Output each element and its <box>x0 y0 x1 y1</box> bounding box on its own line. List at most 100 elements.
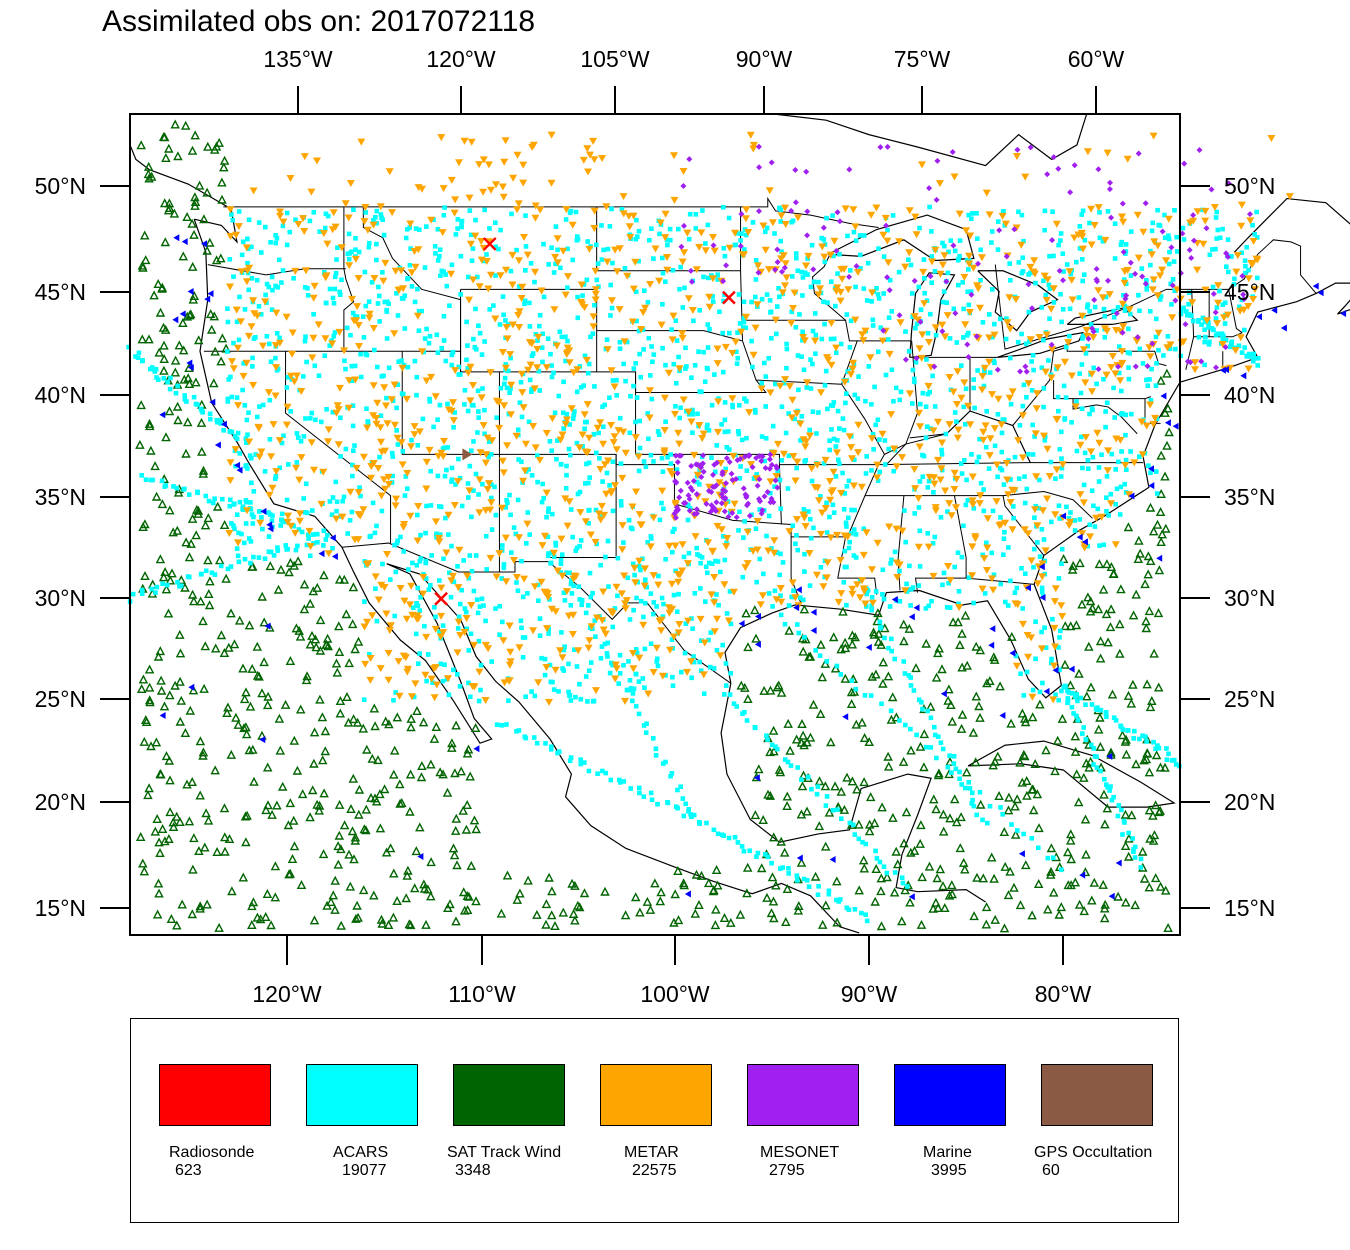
acars-marker <box>403 235 409 241</box>
acars-marker <box>1056 503 1062 508</box>
acars-marker <box>665 242 670 248</box>
sat-track-wind-marker <box>1163 403 1173 413</box>
sat-track-wind-marker <box>406 713 416 723</box>
acars-marker <box>788 763 794 768</box>
sat-track-wind-marker <box>769 832 779 842</box>
sat-track-wind-marker <box>1033 879 1044 888</box>
metar-marker <box>354 511 363 519</box>
acars-marker <box>959 554 965 560</box>
acars-marker <box>1056 242 1061 248</box>
metar-marker <box>1047 374 1056 382</box>
acars-marker <box>722 429 728 435</box>
acars-marker <box>1105 209 1111 214</box>
acars-marker <box>545 509 551 515</box>
acars-marker <box>777 294 782 300</box>
metar-marker <box>931 324 940 332</box>
acars-marker <box>1174 234 1179 240</box>
sat-track-wind-marker <box>205 576 215 586</box>
metar-marker <box>610 433 619 441</box>
sat-track-wind-marker <box>320 726 331 736</box>
metar-marker <box>649 669 658 676</box>
metar-marker <box>993 461 1001 469</box>
acars-marker <box>873 589 879 594</box>
metar-marker <box>859 551 868 559</box>
acars-marker <box>1059 688 1064 694</box>
acars-marker <box>724 611 730 616</box>
metar-marker <box>249 297 258 305</box>
acars-marker <box>891 399 896 404</box>
acars-marker <box>1104 474 1110 479</box>
acars-marker <box>740 711 745 716</box>
sat-track-wind-marker <box>296 880 307 889</box>
sat-track-wind-marker <box>314 805 324 815</box>
metar-marker <box>475 476 484 484</box>
acars-marker <box>945 270 951 276</box>
acars-marker <box>511 525 517 530</box>
sat-track-wind-marker <box>354 784 365 794</box>
acars-marker <box>722 400 728 405</box>
acars-marker <box>765 737 770 742</box>
sat-track-wind-marker <box>1071 620 1082 630</box>
metar-marker <box>470 641 478 649</box>
metar-marker <box>275 437 284 445</box>
metar-marker <box>373 399 382 407</box>
sat-track-wind-marker <box>759 685 769 695</box>
acars-marker <box>1020 255 1026 260</box>
metar-marker <box>1213 320 1222 328</box>
sat-track-wind-marker <box>960 864 970 874</box>
acars-marker <box>601 424 606 430</box>
metar-marker <box>599 440 608 448</box>
acars-marker <box>697 308 702 313</box>
acars-marker <box>309 410 315 416</box>
acars-marker <box>499 576 504 581</box>
acars-marker <box>398 534 403 540</box>
metar-marker <box>345 404 353 412</box>
acars-marker <box>582 353 588 359</box>
acars-marker <box>231 274 236 279</box>
acars-marker <box>999 467 1005 473</box>
acars-marker <box>346 231 352 237</box>
metar-marker <box>391 267 400 275</box>
metar-marker <box>764 547 773 555</box>
metar-marker <box>369 325 378 332</box>
metar-marker <box>346 180 355 187</box>
metar-marker <box>1098 294 1107 302</box>
acars-marker <box>870 317 876 323</box>
acars-marker <box>330 495 336 500</box>
acars-marker <box>809 478 815 484</box>
metar-marker <box>743 560 752 568</box>
metar-marker <box>660 427 669 434</box>
metar-marker <box>620 338 629 346</box>
metar-marker <box>941 333 950 341</box>
metar-marker <box>968 497 977 505</box>
acars-marker <box>870 323 876 328</box>
metar-marker <box>655 277 664 285</box>
metar-marker <box>611 482 620 490</box>
sat-track-wind-marker <box>1100 819 1110 829</box>
acars-marker <box>1094 381 1099 387</box>
acars-marker <box>595 261 601 266</box>
metar-marker <box>698 435 707 442</box>
acars-marker <box>424 678 429 684</box>
acars-marker <box>267 437 273 442</box>
acars-marker <box>1066 515 1072 521</box>
metar-marker <box>615 245 624 253</box>
acars-marker <box>874 286 879 291</box>
acars-marker <box>980 552 985 558</box>
acars-marker <box>710 299 716 304</box>
acars-marker <box>373 586 378 591</box>
acars-marker <box>1145 383 1151 388</box>
acars-marker <box>405 276 410 282</box>
acars-marker <box>995 474 1000 480</box>
metar-marker <box>821 505 830 512</box>
acars-marker <box>735 429 741 434</box>
sat-track-wind-marker <box>882 872 892 882</box>
metar-marker <box>596 419 605 427</box>
sat-track-wind-marker <box>986 852 997 862</box>
acars-marker <box>1217 288 1222 294</box>
acars-marker <box>1043 292 1049 298</box>
acars-marker <box>476 698 482 704</box>
acars-marker <box>220 496 225 502</box>
acars-marker <box>260 402 266 408</box>
metar-marker <box>1156 272 1165 280</box>
